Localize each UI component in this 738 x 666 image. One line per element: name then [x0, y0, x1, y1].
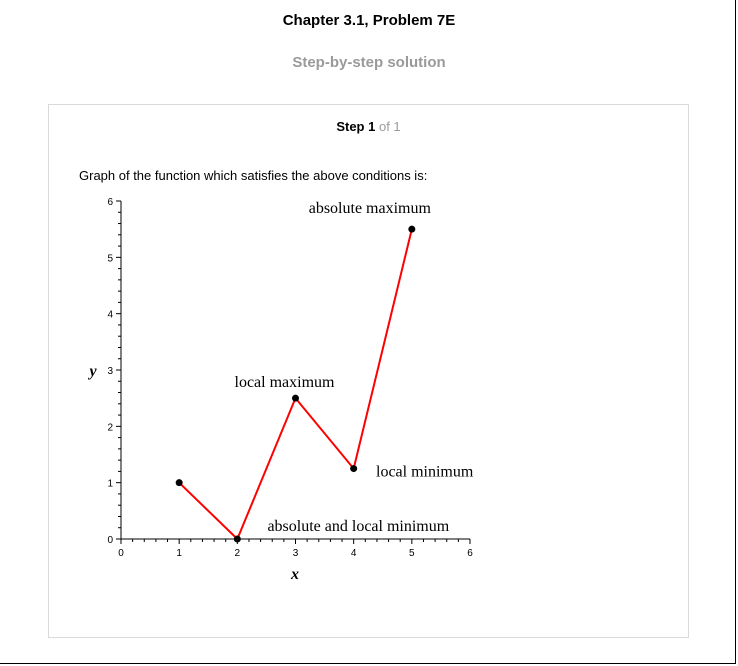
data-point	[175, 479, 183, 487]
y-tick-label: 6	[107, 197, 113, 208]
annotation-label: absolute maximum	[309, 200, 432, 217]
y-tick-label: 3	[107, 366, 113, 377]
y-tick-label: 2	[107, 422, 113, 433]
data-point	[233, 535, 241, 543]
solution-subtitle: Step-by-step solution	[292, 54, 446, 71]
data-point	[350, 465, 358, 473]
data-point	[408, 225, 416, 233]
x-axis-label: x	[290, 566, 299, 583]
y-tick-label: 5	[107, 253, 113, 264]
x-tick-label: 2	[235, 548, 241, 559]
annotation-label: local minimum	[376, 464, 474, 481]
step-header: Step 1 of 1	[49, 119, 688, 134]
annotation-label: local maximum	[235, 374, 336, 391]
step-description: Graph of the function which satisfies th…	[79, 168, 428, 183]
y-axis-label: y	[87, 363, 97, 380]
x-tick-label: 4	[351, 548, 357, 559]
annotation-label: absolute and local minimum	[267, 518, 449, 535]
step-label: Step 1	[336, 119, 376, 134]
x-tick-label: 0	[118, 548, 124, 559]
data-point	[292, 394, 299, 402]
y-tick-label: 4	[107, 310, 113, 321]
step-card: Step 1 of 1 Graph of the function which …	[48, 104, 689, 638]
x-tick-label: 1	[176, 548, 182, 559]
x-tick-label: 3	[293, 548, 299, 559]
y-tick-label: 0	[107, 535, 113, 546]
y-tick-label: 1	[107, 479, 113, 490]
series-group	[175, 225, 416, 543]
axes-group: 0 1 2 3 4 5 6 0 1 2 3 4 5 6	[107, 197, 473, 559]
page-title: Chapter 3.1, Problem 7E	[282, 12, 456, 29]
x-tick-label: 5	[409, 548, 415, 559]
step-count: of 1	[378, 119, 401, 134]
labels-group: x y absolute maximum local maximum local min…	[87, 200, 473, 583]
x-tick-label: 6	[467, 548, 473, 559]
